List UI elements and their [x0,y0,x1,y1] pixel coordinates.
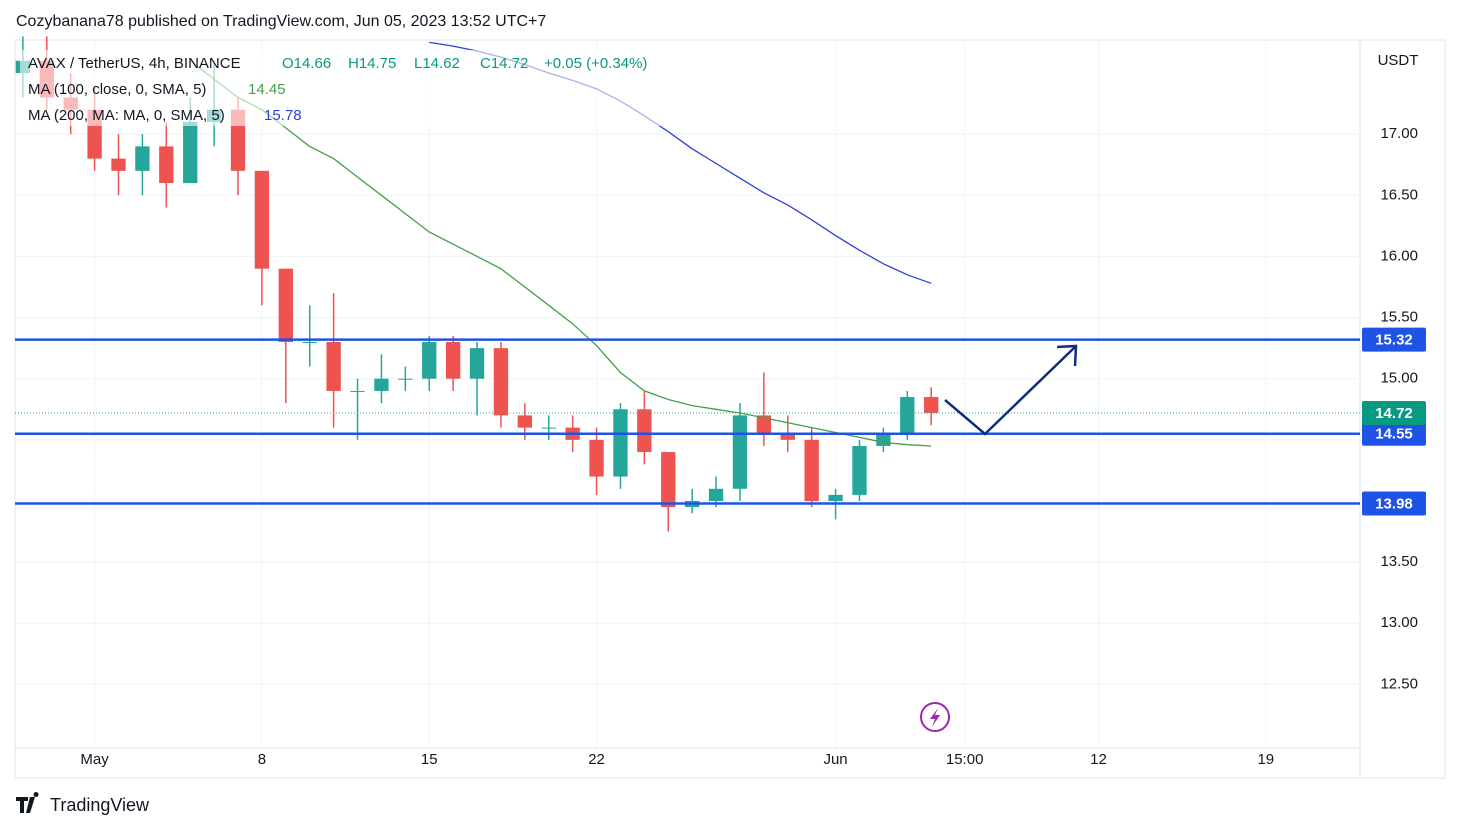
legend-ma200: MA (200, MA: MA, 0, SMA, 5) [28,107,225,124]
y-tick-label: 15.00 [1380,370,1418,387]
x-tick-label: 22 [588,751,605,768]
event-bolt [930,708,940,727]
level-label: 13.98 [1375,495,1413,512]
candle-body [302,342,317,344]
x-tick-label: 12 [1090,751,1107,768]
y-axis-label: USDT [1378,52,1419,69]
candle-body [852,445,867,495]
header: Cozybanana78 published on TradingView.co… [16,13,546,30]
last-price-box [1362,400,1426,425]
x-tick-label: 15 [421,751,438,768]
candle-body [828,494,843,501]
candle-body [876,433,891,446]
logo-mark [16,792,39,813]
candle-body [469,348,485,379]
level-box [1362,327,1426,352]
candle-body [732,415,748,489]
level-label: 15.32 [1375,332,1413,349]
y-tick-label: 15.50 [1380,309,1418,326]
candle-body [135,146,150,171]
last-price-label: 14.72 [1375,405,1413,422]
candle-body [517,415,533,428]
legend-symbol: AVAX / TetherUS, 4h, BINANCE [28,55,241,72]
candle-body [254,170,270,269]
legend-close: C14.72 [480,55,528,72]
legend-open: O14.66 [282,55,331,72]
arrow-head [1056,344,1078,367]
projection-arrow [944,346,1076,436]
legend-ma100-value: 14.45 [248,81,286,98]
candle-body [589,439,604,477]
legend-low: L14.62 [414,55,460,72]
candle-body [780,433,795,440]
x-tick-label: Jun [823,751,847,768]
y-tick-label: 17.00 [1380,125,1418,142]
candle-body [708,488,724,501]
candle-body [159,146,174,184]
legend-high: H14.75 [348,55,396,72]
pane-frame [14,39,1446,779]
candle-body [422,342,437,379]
footer-logo: TradingView [16,792,150,815]
x-tick-label: 8 [258,751,266,768]
candle-body [350,390,365,392]
ma-line [189,60,932,447]
legend-ma200-value: 15.78 [264,107,302,124]
overlay [920,344,1078,732]
legend-ma100: MA (100, close, 0, SMA, 5) [28,81,206,98]
candle-body [493,348,509,416]
candle-body [398,378,413,380]
y-tick-label: 16.00 [1380,247,1418,264]
level-label: 14.55 [1375,426,1413,443]
candle-body [374,378,389,391]
legend-bg [20,50,670,126]
candle-body [900,397,915,434]
candle-body [756,415,772,434]
x-tick-label: 19 [1257,751,1274,768]
x-tick-label: May [80,751,109,768]
candle-body [613,409,628,477]
candle-body [445,342,461,379]
footer-text: TradingView [50,795,150,815]
candle-body [183,121,198,184]
y-tick-label: 16.50 [1380,186,1418,203]
candle-body [326,342,341,391]
level-box [1362,421,1426,446]
candle-body [924,397,939,413]
candle-body [278,268,293,343]
x-tick-label: 15:00 [946,751,984,768]
legend: AVAX / TetherUS, 4h, BINANCE O14.66 H14.… [20,50,670,126]
y-tick-label: 13.50 [1380,553,1418,570]
candle-body [637,409,652,453]
y-tick-label: 12.50 [1380,675,1418,692]
level-box [1362,491,1426,516]
candle-body [804,439,819,501]
legend-change: +0.05 (+0.34%) [544,55,647,72]
plot [15,36,1360,532]
candle-body [541,427,556,429]
candle-body [111,158,126,171]
y-tick-label: 13.00 [1380,614,1418,631]
candle-body [661,452,676,508]
